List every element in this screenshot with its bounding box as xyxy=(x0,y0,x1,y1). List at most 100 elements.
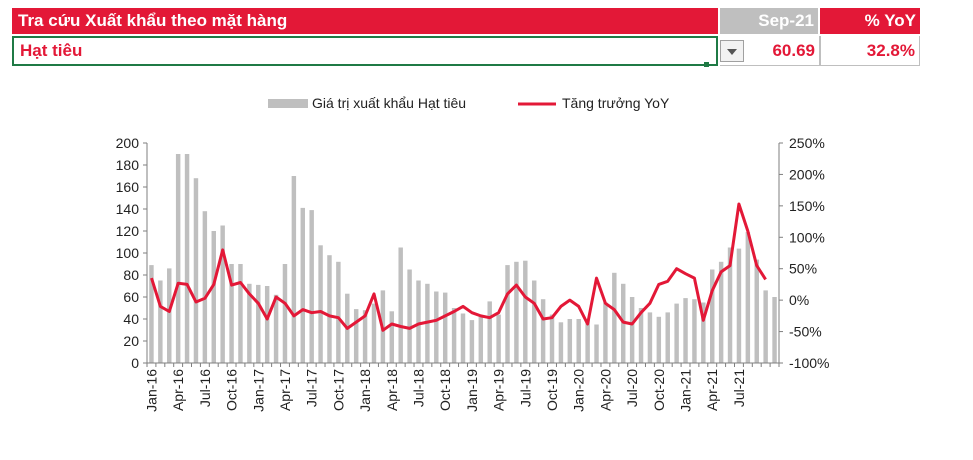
bar xyxy=(540,299,546,363)
bar xyxy=(416,280,421,363)
product-select-value: Hạt tiêu xyxy=(20,41,83,60)
bar xyxy=(576,319,581,363)
x-tick-label: Apr-18 xyxy=(384,369,400,411)
x-axis: Jan-16 Apr-16 Jul-16 Oct-16 Jan-17 Apr-17 Jul-… xyxy=(143,362,780,412)
bar xyxy=(629,297,635,363)
bar xyxy=(220,225,225,363)
bar xyxy=(238,264,243,363)
bar xyxy=(167,268,172,363)
export-chart: Giá trị xuất khẩu Hạt tiêu Tăng trưởng Y… xyxy=(116,95,830,412)
bar xyxy=(184,154,190,363)
bar xyxy=(407,269,412,363)
left-tick-label: 180 xyxy=(116,157,140,173)
x-tick-label: Jul-18 xyxy=(410,369,426,407)
x-tick-label: Jul-19 xyxy=(517,369,533,407)
bar xyxy=(727,247,733,363)
bar xyxy=(745,232,751,363)
x-tick-label: Jan-21 xyxy=(678,369,694,412)
bar xyxy=(736,248,742,363)
left-axis: 0 20 40 60 80 100 120 140 160 180 200 xyxy=(116,135,148,371)
header-title: Tra cứu Xuất khẩu theo mặt hàng xyxy=(12,8,718,34)
x-tick-label: Jul-21 xyxy=(731,369,747,407)
bar xyxy=(478,316,484,363)
bar xyxy=(389,311,395,363)
yoy-value-cell: 32.8% xyxy=(820,36,920,66)
left-tick-label: 0 xyxy=(131,355,139,371)
x-tick-label: Oct-19 xyxy=(544,369,560,411)
yoy-line-series xyxy=(150,202,767,332)
bar xyxy=(638,308,644,363)
bar xyxy=(674,303,679,363)
x-tick-label: Jan-19 xyxy=(464,369,480,412)
bar xyxy=(567,319,573,363)
bar-series xyxy=(149,154,777,363)
bar xyxy=(710,269,715,363)
right-tick-label: 50% xyxy=(789,261,817,277)
bar xyxy=(149,265,154,363)
legend-bar-swatch xyxy=(268,99,308,108)
bar xyxy=(211,231,216,363)
left-tick-label: 40 xyxy=(123,311,139,327)
bar xyxy=(763,290,768,363)
right-tick-label: 100% xyxy=(789,229,825,245)
x-tick-label: Jan-18 xyxy=(357,369,373,412)
bar xyxy=(514,261,519,363)
left-tick-label: 80 xyxy=(123,267,139,283)
x-tick-label: Oct-18 xyxy=(437,369,453,411)
bar xyxy=(772,297,777,363)
bar xyxy=(282,264,288,363)
bar xyxy=(371,303,377,363)
dropdown-button[interactable] xyxy=(720,40,744,62)
bar xyxy=(451,308,457,363)
x-tick-label: Oct-17 xyxy=(330,369,346,411)
bar xyxy=(754,259,759,363)
bar xyxy=(549,314,555,363)
bar xyxy=(362,310,368,363)
bar xyxy=(558,322,564,363)
x-tick-label: Jan-17 xyxy=(250,369,266,412)
bar xyxy=(585,319,590,363)
bar xyxy=(487,301,492,363)
bar xyxy=(158,280,163,363)
left-tick-label: 60 xyxy=(123,289,139,305)
x-tick-label: Apr-19 xyxy=(491,369,507,411)
left-tick-label: 120 xyxy=(116,223,140,239)
bar xyxy=(718,261,724,363)
product-selector-row: Hạt tiêu 60.69 32.8% xyxy=(12,36,920,66)
bar xyxy=(202,211,208,363)
right-tick-label: 0% xyxy=(789,292,809,308)
bar xyxy=(336,261,341,363)
bar xyxy=(264,286,270,363)
bar xyxy=(291,176,297,363)
right-tick-label: -50% xyxy=(789,324,822,340)
legend-line-label: Tăng trưởng YoY xyxy=(562,95,670,111)
x-tick-label: Oct-20 xyxy=(651,369,667,411)
month-value-cell: 60.69 xyxy=(720,36,820,66)
bar xyxy=(229,264,234,363)
legend-bar-label: Giá trị xuất khẩu Hạt tiêu xyxy=(312,95,466,111)
x-tick-label: Apr-17 xyxy=(277,369,293,411)
bar xyxy=(273,294,279,363)
right-tick-label: 250% xyxy=(789,135,825,151)
left-tick-label: 100 xyxy=(116,245,140,261)
x-tick-label: Jul-20 xyxy=(624,369,640,407)
left-tick-label: 200 xyxy=(116,135,140,151)
x-tick-label: Jul-16 xyxy=(197,369,213,407)
bar xyxy=(647,312,653,363)
product-select[interactable]: Hạt tiêu xyxy=(12,36,718,66)
left-tick-label: 160 xyxy=(116,179,140,195)
bar xyxy=(505,265,510,363)
cell-fill-handle[interactable] xyxy=(704,62,709,67)
bar xyxy=(692,299,697,363)
bar xyxy=(327,255,332,363)
bar xyxy=(683,298,688,363)
bar xyxy=(523,260,528,363)
x-tick-label: Jan-16 xyxy=(143,369,159,412)
bar xyxy=(256,284,261,363)
bar xyxy=(469,320,475,363)
right-tick-label: -100% xyxy=(789,355,829,371)
x-tick-label: Apr-16 xyxy=(170,369,186,411)
bar xyxy=(496,314,501,363)
bar xyxy=(175,154,181,363)
chart-legend: Giá trị xuất khẩu Hạt tiêu Tăng trưởng Y… xyxy=(268,95,670,111)
